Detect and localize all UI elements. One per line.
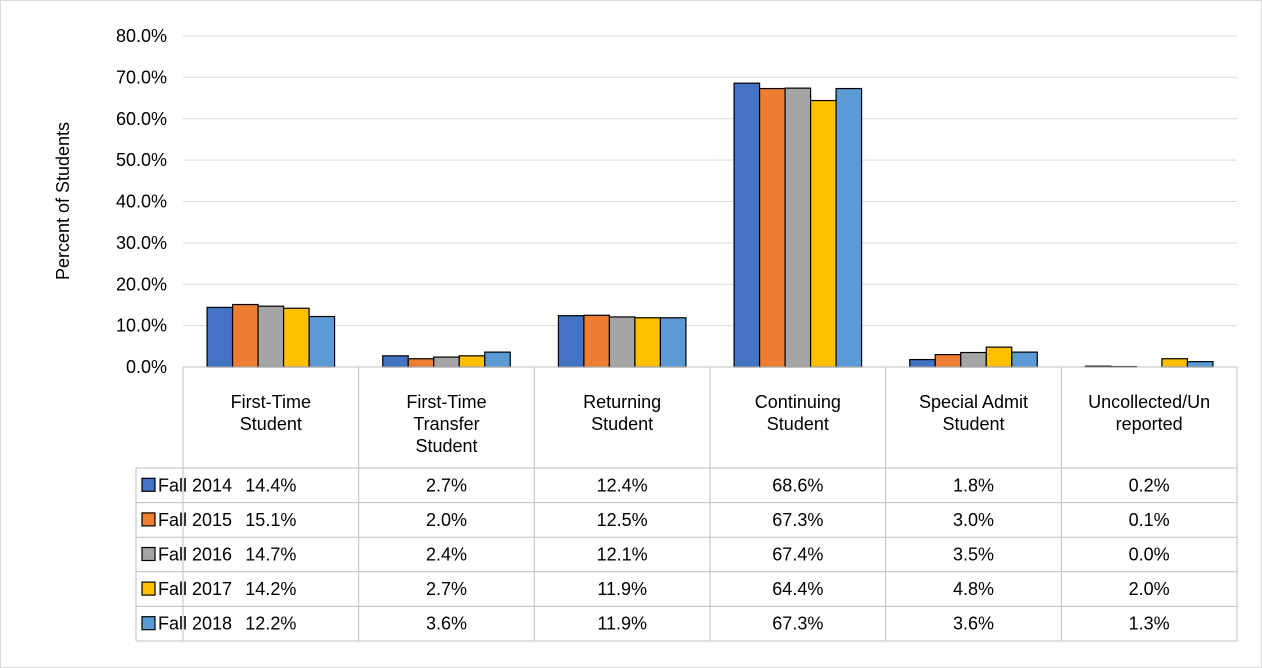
bar <box>1186 361 1214 368</box>
legend-key <box>141 546 156 562</box>
legend-key <box>141 581 156 596</box>
legend-series-name: Fall 2018 <box>158 614 232 634</box>
data-table-cell: 1.3% <box>1129 614 1170 634</box>
data-table-cell: 2.7% <box>426 579 467 599</box>
data-table-cell: 15.1% <box>245 510 296 530</box>
data-table-cell: 12.1% <box>597 545 648 565</box>
legend-series-name: Fall 2016 <box>158 545 232 565</box>
legend-series-name: Fall 2015 <box>158 510 232 530</box>
legend-series-name: Fall 2017 <box>158 579 232 599</box>
bar <box>985 346 1013 368</box>
bar <box>934 353 962 368</box>
data-table-cell: 2.0% <box>1129 579 1170 599</box>
gridlines <box>183 35 1237 327</box>
category-label: Student <box>240 414 302 434</box>
data-table-cell: 11.9% <box>597 614 647 634</box>
bar <box>1161 358 1189 368</box>
bar <box>608 316 636 368</box>
bar <box>909 358 936 368</box>
data-table-cell: 2.0% <box>426 510 467 530</box>
data-table-cell: 12.2% <box>245 614 296 634</box>
bar <box>809 99 837 368</box>
category-label: Student <box>591 414 653 434</box>
y-tick-label: 20.0% <box>116 274 167 294</box>
data-table-cell: 0.0% <box>1129 545 1170 565</box>
category-label: Student <box>415 436 477 456</box>
bar <box>960 351 987 368</box>
bar <box>583 314 611 368</box>
data-table-cell: 67.4% <box>772 545 823 565</box>
data-table-cell: 3.6% <box>426 614 467 634</box>
data-table-cell: 14.4% <box>245 475 296 495</box>
y-axis-title: Percent of Students <box>53 122 73 280</box>
category-label: Continuing <box>755 392 841 412</box>
bar <box>557 315 585 368</box>
bar <box>484 351 511 368</box>
data-table-cell: 3.0% <box>953 510 994 530</box>
bar <box>257 305 285 368</box>
data-table <box>135 366 1238 642</box>
y-tick-label: 0.0% <box>126 357 167 377</box>
category-label: Transfer <box>413 414 479 434</box>
y-tick-label: 40.0% <box>116 192 167 212</box>
data-table-cell: 14.2% <box>245 579 296 599</box>
data-table-cell: 3.5% <box>953 545 994 565</box>
data-table-cell: 1.8% <box>953 475 994 495</box>
data-table-cell: 64.4% <box>772 579 823 599</box>
legend-key <box>141 512 156 527</box>
data-table-cell: 0.2% <box>1129 475 1170 495</box>
bar <box>231 303 259 368</box>
y-tick-label: 80.0% <box>116 26 167 46</box>
category-label: Returning <box>583 392 661 412</box>
bar <box>282 307 310 368</box>
data-table-cell: 4.8% <box>953 579 994 599</box>
data-table-cell: 3.6% <box>953 614 994 634</box>
data-table-cell: 67.3% <box>772 510 823 530</box>
labels: 0.0% 10.0% 20.0% 30.0% 40.0% 50.0% 60.0% 70.0% 8… <box>116 26 1210 634</box>
bars <box>206 82 1214 368</box>
data-table-cell: 2.4% <box>426 545 467 565</box>
data-table-cell: 67.3% <box>772 614 823 634</box>
legend-key <box>141 616 156 631</box>
bar <box>206 306 234 368</box>
bar <box>433 356 460 368</box>
category-label: Student <box>942 414 1004 434</box>
data-table-cell: 12.5% <box>597 510 648 530</box>
y-tick-label: 50.0% <box>116 150 167 170</box>
y-tick-label: 30.0% <box>116 233 167 253</box>
y-tick-label: 10.0% <box>116 316 167 336</box>
bar <box>733 82 761 368</box>
data-table-cell: 68.6% <box>772 475 823 495</box>
bar <box>308 315 336 368</box>
data-table-cell: 12.4% <box>597 475 648 495</box>
bar <box>634 317 662 368</box>
bar <box>458 355 486 368</box>
category-label: Student <box>767 414 829 434</box>
y-tick-label: 60.0% <box>116 109 167 129</box>
legend-key <box>141 477 156 492</box>
bar <box>407 358 435 368</box>
y-tick-label: 70.0% <box>116 67 167 87</box>
category-label: Special Admit <box>919 392 1028 412</box>
bar <box>1011 351 1038 368</box>
data-table-cell: 0.1% <box>1129 510 1170 530</box>
category-label: First-Time <box>231 392 311 412</box>
data-table-cell: 2.7% <box>426 475 467 495</box>
bar <box>784 87 812 368</box>
bar <box>758 87 786 368</box>
bar <box>835 87 863 368</box>
bar <box>382 355 409 368</box>
legend-series-name: Fall 2014 <box>158 475 232 495</box>
bar <box>659 317 687 368</box>
category-label: reported <box>1116 414 1183 434</box>
category-label: Uncollected/Un <box>1088 392 1210 412</box>
data-table-cell: 14.7% <box>245 545 296 565</box>
category-label: First-Time <box>406 392 486 412</box>
data-table-cell: 11.9% <box>597 579 647 599</box>
